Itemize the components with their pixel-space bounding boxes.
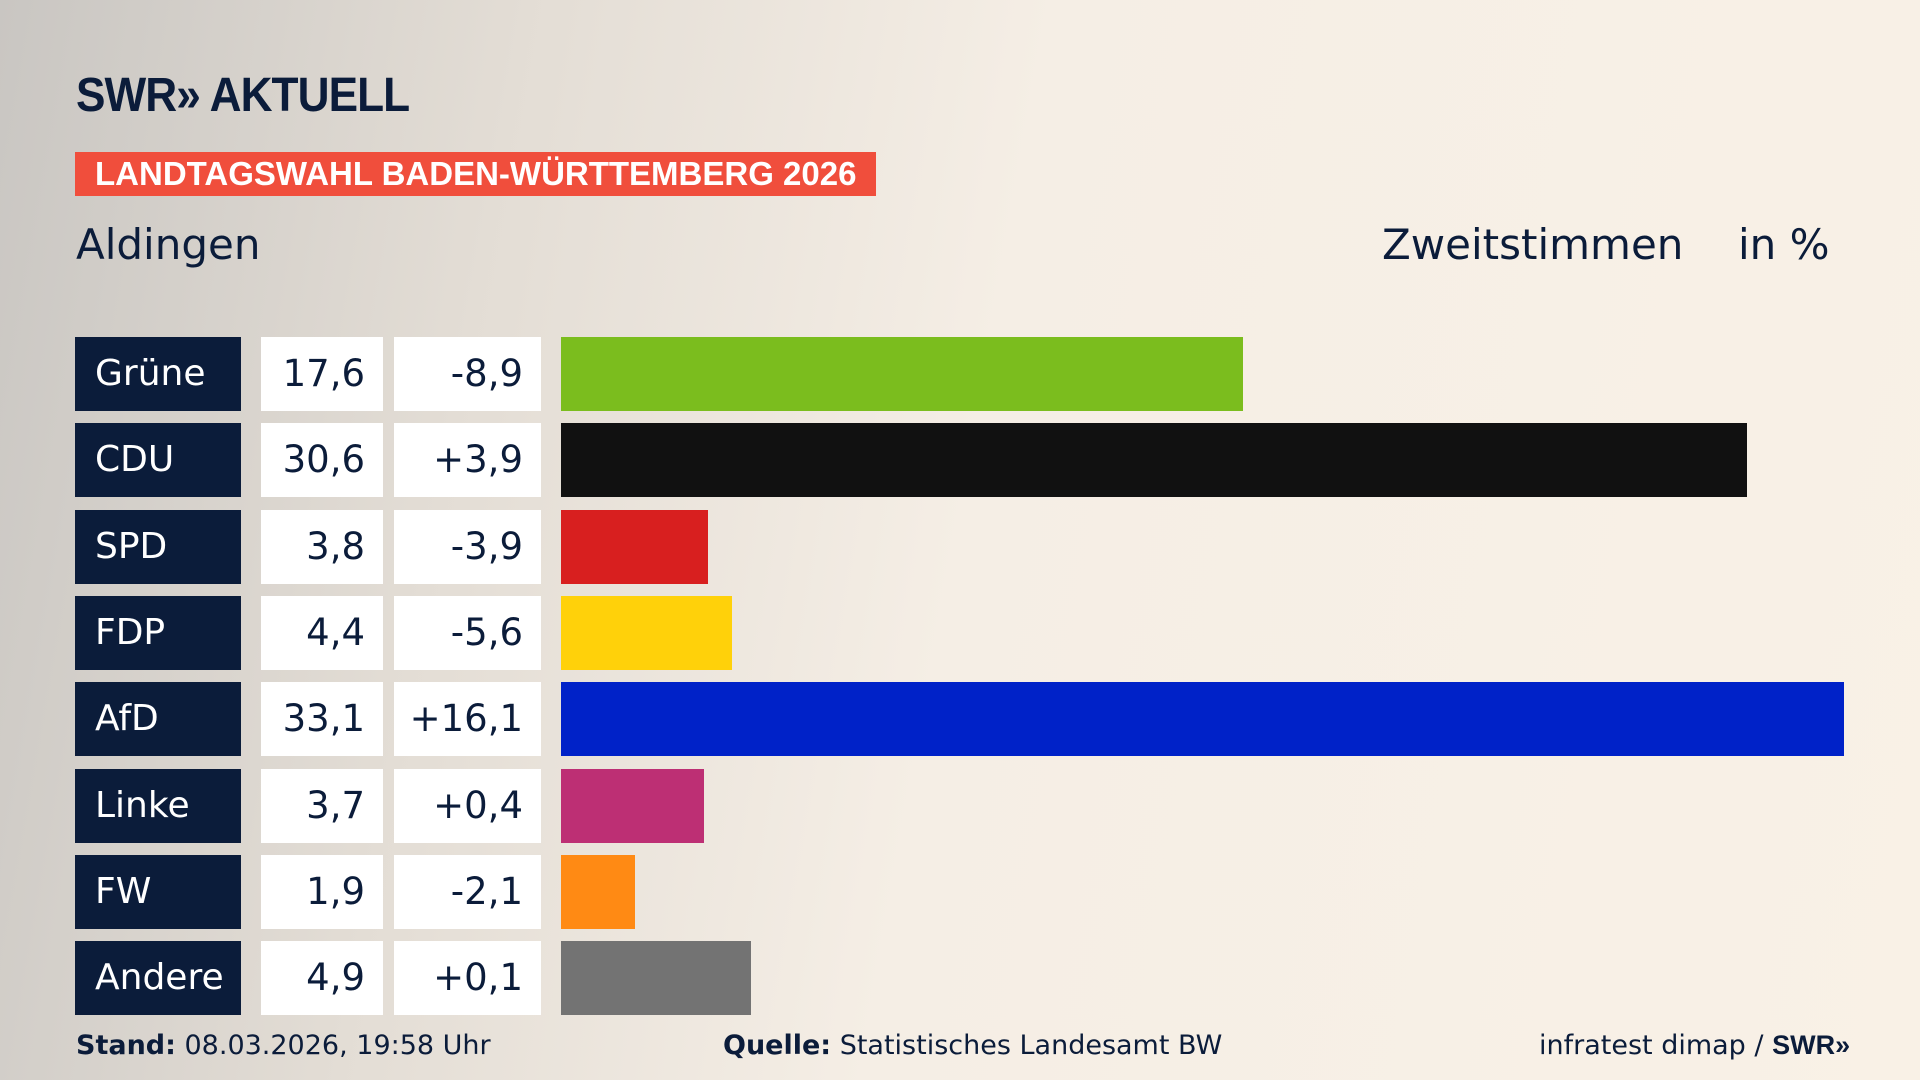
diff-label: +16,1 [394, 682, 541, 757]
credit: infratest dimap / SWR» [1539, 1030, 1850, 1061]
party-label: Andere [75, 941, 241, 1016]
bar-andere [561, 941, 751, 1016]
party-label: SPD [75, 509, 241, 584]
election-banner: LANDTAGSWAHL BADEN-WÜRTTEMBERG 2026 [75, 152, 877, 196]
bar-afd [561, 682, 1844, 757]
result-row: AfD 33,1 +16,1 [0, 682, 1920, 757]
bar-grüne [561, 337, 1244, 411]
result-row: FW 1,9 -2,1 [0, 854, 1920, 929]
diff-label: -8,9 [394, 337, 541, 411]
result-row: FDP 4,4 -5,6 [0, 595, 1920, 670]
value-label: 17,6 [261, 337, 383, 411]
bar-fw [561, 854, 635, 929]
result-row: Linke 3,7 +0,4 [0, 768, 1920, 843]
vote-type-label: Zweitstimmen [1382, 220, 1684, 269]
party-label: FDP [75, 595, 241, 670]
value-label: 3,8 [261, 509, 383, 584]
party-label: FW [75, 854, 241, 929]
value-label: 1,9 [261, 854, 383, 929]
bar-cdu [561, 423, 1748, 498]
source-label: Quelle: [723, 1030, 832, 1061]
party-label: Grüne [75, 337, 241, 411]
source-value: Statistisches Landesamt BW [831, 1030, 1223, 1061]
diff-label: +0,1 [394, 941, 541, 1016]
diff-label: +3,9 [394, 423, 541, 498]
party-label: AfD [75, 682, 241, 757]
unit-label: in % [1738, 220, 1830, 269]
result-row: SPD 3,8 -3,9 [0, 509, 1920, 584]
stand-label: Stand: [76, 1030, 176, 1061]
diff-label: -5,6 [394, 595, 541, 670]
party-label: CDU [75, 423, 241, 498]
diff-label: +0,4 [394, 768, 541, 843]
stand-value: 08.03.2026, 19:58 Uhr [175, 1030, 491, 1061]
source: Quelle: Statistisches Landesamt BW [723, 1030, 1222, 1061]
swr-aktuell-logo: SWR» AKTUELL [76, 69, 410, 122]
timestamp: Stand: 08.03.2026, 19:58 Uhr [76, 1030, 491, 1061]
bar-linke [561, 768, 705, 843]
result-row: Andere 4,9 +0,1 [0, 941, 1920, 1016]
party-label: Linke [75, 768, 241, 843]
bar-spd [561, 509, 709, 584]
diff-label: -2,1 [394, 854, 541, 929]
value-label: 4,4 [261, 595, 383, 670]
swr-logo-small: SWR» [1772, 1030, 1851, 1060]
bar-fdp [561, 595, 732, 670]
value-label: 30,6 [261, 423, 383, 498]
value-label: 33,1 [261, 682, 383, 757]
place-title: Aldingen [76, 220, 261, 269]
result-row: CDU 30,6 +3,9 [0, 423, 1920, 498]
value-label: 4,9 [261, 941, 383, 1016]
credit-text: infratest dimap / [1539, 1030, 1773, 1061]
diff-label: -3,9 [394, 509, 541, 584]
result-row: Grüne 17,6 -8,9 [0, 337, 1920, 411]
value-label: 3,7 [261, 768, 383, 843]
